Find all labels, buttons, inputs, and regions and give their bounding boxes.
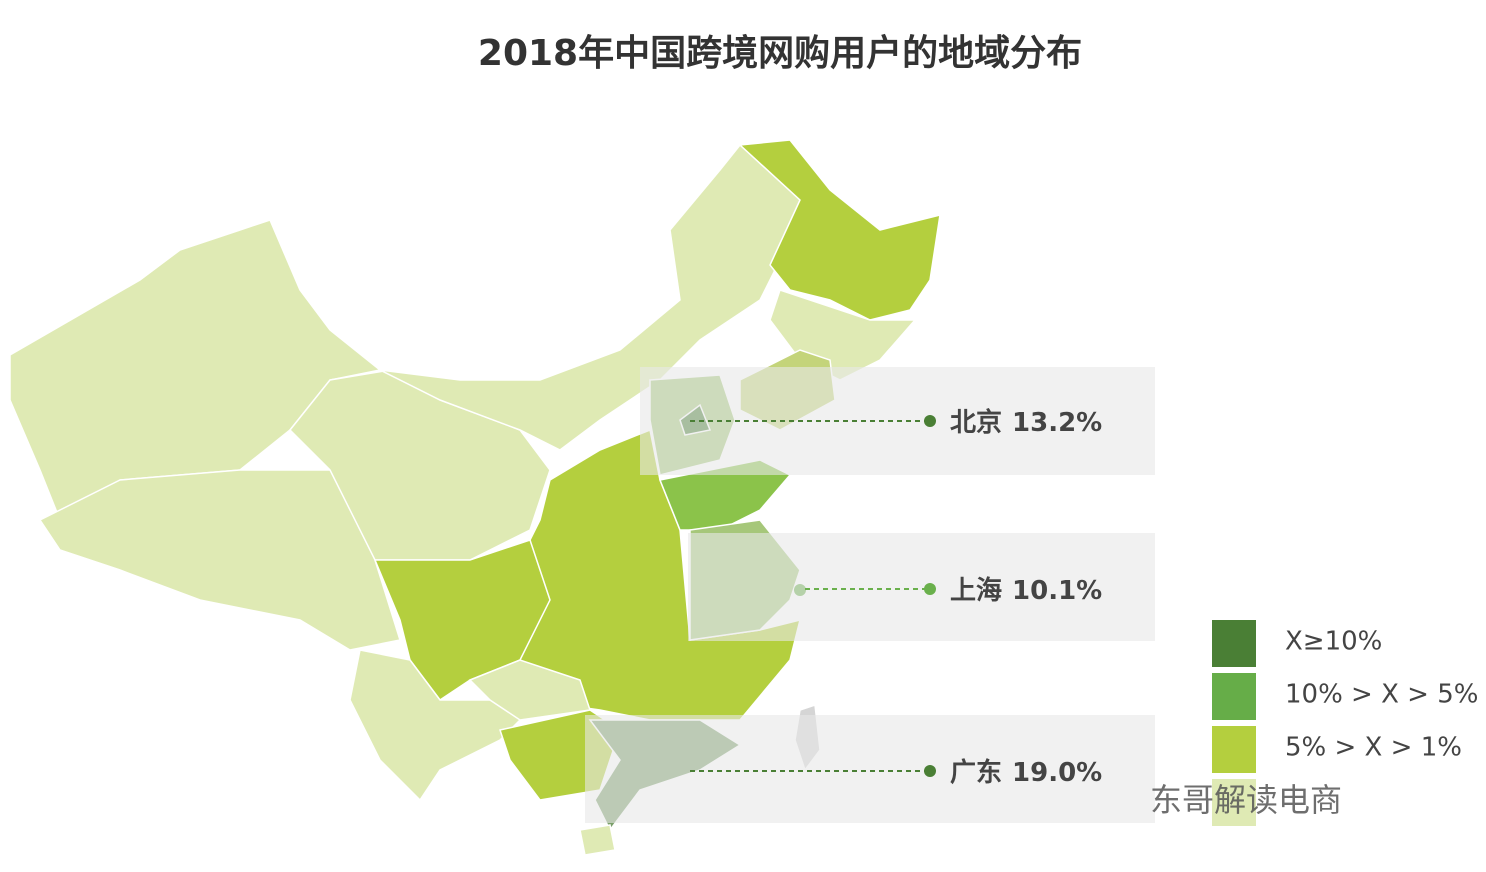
callout-name: 上海 bbox=[950, 576, 1002, 606]
callout-value: 10.1% bbox=[1012, 576, 1102, 606]
legend-swatch bbox=[1212, 779, 1256, 826]
title: 2018年中国跨境网购用户的地域分布 bbox=[478, 33, 1082, 74]
legend-swatch bbox=[1212, 620, 1256, 667]
callout-name: 广东 bbox=[950, 757, 1002, 788]
callout-band bbox=[585, 715, 1155, 823]
legend-label: X≥10% bbox=[1285, 627, 1382, 657]
callout-value: 19.0% bbox=[1012, 758, 1102, 788]
callout-value: 13.2% bbox=[1012, 408, 1102, 438]
callout-dot bbox=[924, 415, 936, 427]
legend-label: 10% > X > 5% bbox=[1285, 680, 1478, 710]
legend-label: 5% > X > 1% bbox=[1285, 733, 1462, 763]
legend-swatch bbox=[1212, 673, 1256, 720]
legend-swatch bbox=[1212, 726, 1256, 773]
callout-band bbox=[688, 533, 1155, 641]
callout-label: 上海 10.1% bbox=[950, 576, 1102, 606]
callout-name: 北京 bbox=[950, 407, 1002, 438]
callout-label: 广东 19.0% bbox=[950, 757, 1102, 788]
callout-dot bbox=[924, 583, 936, 595]
callout-dot bbox=[924, 765, 936, 777]
watermark: 东哥解读电商 bbox=[1150, 781, 1342, 819]
callout-label: 北京 13.2% bbox=[950, 407, 1102, 438]
